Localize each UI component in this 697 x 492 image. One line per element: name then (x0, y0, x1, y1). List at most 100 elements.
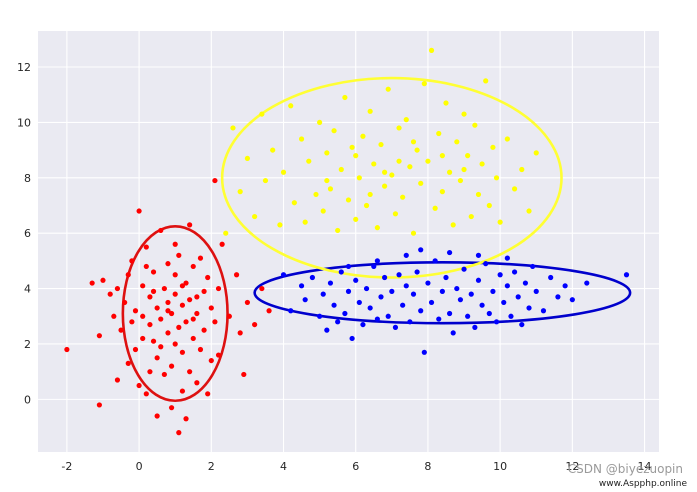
data-point (172, 291, 178, 297)
data-point (161, 371, 167, 378)
data-point (392, 324, 399, 330)
data-point (418, 247, 424, 253)
data-point (335, 227, 341, 234)
x-tick-label: 4 (280, 460, 287, 473)
data-point (194, 294, 200, 300)
data-point (298, 283, 305, 289)
data-point (396, 125, 402, 131)
data-point (457, 177, 464, 184)
data-point (331, 128, 337, 134)
data-point (150, 338, 157, 344)
data-point (208, 357, 214, 364)
data-point (96, 333, 102, 339)
data-point (241, 371, 247, 378)
data-point (569, 297, 575, 303)
data-point (389, 172, 395, 178)
data-point (378, 294, 384, 300)
data-point (259, 285, 265, 292)
data-point (302, 219, 308, 225)
data-point (270, 147, 276, 153)
data-point (143, 244, 149, 250)
data-point (472, 122, 478, 128)
data-point (147, 369, 153, 375)
data-point (223, 230, 229, 236)
data-point (194, 380, 200, 386)
data-point (454, 139, 460, 145)
data-point (356, 175, 362, 181)
data-point (410, 291, 417, 297)
data-point (168, 310, 175, 317)
y-tick-labels: 0 2 4 6 8 10 12 (17, 61, 31, 406)
data-point (392, 211, 399, 217)
data-point (201, 327, 207, 333)
data-point (327, 186, 334, 192)
data-point (468, 291, 474, 297)
data-point (511, 186, 518, 192)
data-point (252, 213, 258, 220)
data-point (421, 81, 427, 87)
data-point (410, 230, 417, 236)
data-point (165, 261, 171, 267)
data-point (147, 294, 153, 300)
data-point (342, 94, 348, 101)
data-point (129, 258, 135, 264)
y-tick-label: 8 (24, 172, 31, 185)
data-point (403, 283, 409, 289)
data-point (475, 277, 482, 283)
data-point (490, 288, 496, 294)
data-point (472, 324, 478, 330)
data-point (436, 316, 442, 322)
data-point (432, 258, 438, 264)
data-point (212, 319, 218, 325)
data-point (259, 111, 265, 117)
data-point (172, 341, 178, 347)
data-point (150, 269, 157, 275)
data-point (64, 346, 70, 353)
data-point (197, 346, 204, 353)
data-point (313, 191, 319, 198)
data-point (143, 391, 149, 397)
data-point (154, 413, 160, 419)
data-point (338, 166, 344, 173)
data-point (410, 139, 417, 145)
data-point (407, 164, 413, 170)
data-point (201, 288, 207, 294)
data-point (266, 308, 272, 314)
data-point (555, 294, 561, 300)
data-point (497, 219, 503, 225)
data-point (490, 144, 496, 150)
data-point (475, 252, 482, 258)
data-point (374, 225, 380, 231)
data-point (450, 222, 456, 228)
data-point (187, 222, 193, 228)
y-tick-label: 0 (24, 393, 31, 406)
data-point (230, 125, 236, 131)
data-point (400, 302, 406, 308)
data-point (511, 269, 518, 275)
data-point (338, 269, 344, 275)
data-point (280, 272, 287, 278)
data-point (428, 299, 435, 306)
data-point (501, 299, 507, 306)
data-point (385, 313, 391, 319)
data-point (403, 252, 409, 258)
data-point (132, 308, 139, 314)
data-point (125, 360, 131, 366)
data-point (154, 355, 160, 361)
data-point (548, 274, 554, 281)
data-point (237, 330, 243, 336)
data-point (335, 319, 341, 325)
data-point (190, 335, 196, 342)
data-point (161, 285, 167, 292)
data-point (331, 302, 337, 308)
data-point (436, 130, 442, 137)
data-point (179, 283, 186, 289)
data-point (190, 263, 196, 270)
data-point (540, 308, 547, 314)
data-point (425, 158, 431, 164)
data-point (526, 208, 532, 214)
data-point (382, 169, 388, 175)
data-point (114, 285, 121, 292)
watermark-site: www.Aspphp.online (598, 479, 687, 489)
